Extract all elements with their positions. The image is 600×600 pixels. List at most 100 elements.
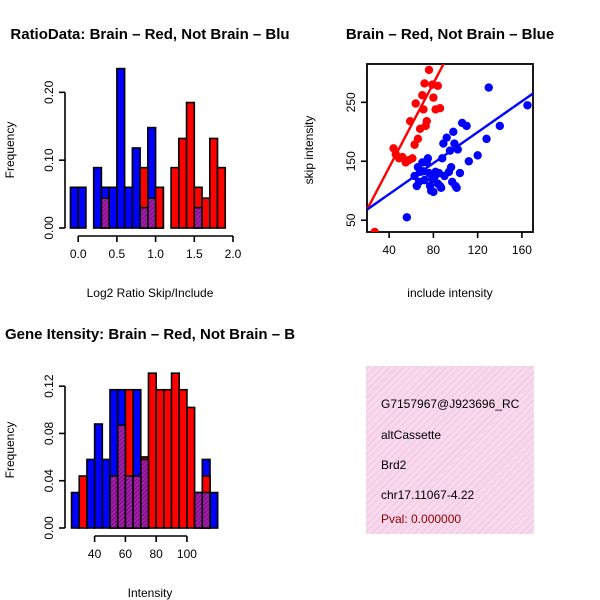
scatter-point-brain (435, 104, 445, 113)
ratio-histogram-x-tick-label: 0.5 (109, 247, 126, 261)
scatter-y-tick-label: 50 (344, 213, 358, 227)
scatter-point-not-brain (449, 127, 458, 136)
intensity-histogram-ylabel: Frequency (3, 422, 17, 479)
info-pval: Pval: 0.000000 (381, 512, 461, 526)
scatter-point-brain (420, 79, 429, 88)
ratio-histogram-bar-brain-4 (185, 101, 196, 229)
ratio-histogram-y-tick-label: 0.00 (42, 216, 56, 240)
ratio-histogram-bar-brain-1 (154, 186, 165, 229)
ratio-histogram-bar-overlap-1 (139, 206, 149, 229)
intensity-histogram-bar-not-brain-10 (209, 491, 219, 529)
ratio-histogram-bar-overlap-2 (147, 197, 157, 229)
scatter-point-brain (433, 81, 443, 91)
intensity-histogram: Gene Itensity: Brain – Red, Not Brain – … (3, 326, 295, 600)
scatter-point-brain (429, 93, 438, 102)
intensity-histogram-bar-brain-3 (147, 372, 157, 529)
scatter-point-brain (424, 65, 434, 75)
scatter-x-tick-label: 120 (468, 243, 488, 257)
scatter-point-not-brain (442, 133, 451, 142)
intensity-histogram-x-tick-label: 40 (88, 547, 102, 561)
ratio-histogram-bar-not-brain-5 (116, 67, 126, 229)
ratio-histogram-y-tick-label: 0.10 (42, 148, 56, 172)
scatter-point-brain (411, 99, 420, 108)
info-location: chr17.11067-4.22 (381, 488, 475, 502)
intensity-histogram-bar-overlap-2 (124, 475, 134, 529)
intensity-histogram-y-tick-label: 0.00 (42, 516, 56, 540)
scatter-point-brain (418, 91, 427, 100)
scatter-point-not-brain (455, 168, 465, 178)
scatter-plot-box (366, 63, 534, 233)
ratio-histogram-bar-brain-3 (178, 137, 188, 229)
intensity-histogram-x-tick-label: 60 (119, 547, 133, 561)
scatter-fit-line-brain (367, 64, 445, 211)
ratio-histogram-bar-overlap-3 (193, 206, 203, 229)
ratio-histogram-x-tick-label: 2.0 (225, 247, 242, 261)
intensity-histogram-bar-overlap-6 (201, 491, 211, 529)
ratio-histogram-xlabel: Log2 Ratio Skip/Include (87, 286, 214, 300)
ratio-histogram-bar-not-brain-0 (69, 186, 79, 229)
ratio-histogram-bar-not-brain-2 (92, 166, 103, 229)
scatter-point-not-brain (402, 213, 412, 222)
intensity-histogram-x-tick-label: 100 (177, 547, 197, 561)
scatter-y-tick-label: 250 (344, 92, 358, 112)
ratio-histogram-bar-not-brain-6 (123, 186, 134, 229)
info-panel: G7157967@J923696_RC altCassette Brd2 chr… (366, 366, 534, 534)
ratio-histogram-x-tick-label: 1.5 (186, 247, 203, 261)
scatter-fit-line-not-brain (367, 92, 533, 211)
scatter-point-brain (370, 227, 379, 232)
ratio-histogram-bar-brain-7 (208, 137, 219, 229)
intensity-histogram-bar-overlap-3 (132, 475, 142, 529)
intensity-histogram-bar-not-brain-0 (70, 491, 81, 529)
ratio-histogram-bar-not-brain-7 (131, 147, 141, 229)
ratio-histogram-x-tick-label: 0.0 (70, 247, 87, 261)
intensity-histogram-bar-not-brain-3 (101, 458, 111, 529)
scatter-x-tick-label: 80 (427, 243, 441, 257)
scatter-point-brain (408, 154, 417, 163)
intensity-histogram-bar-overlap-0 (109, 475, 119, 529)
intensity-histogram-y-tick-label: 0.12 (42, 374, 56, 398)
info-panel-background (366, 366, 534, 534)
scatter-plot-area (367, 64, 533, 232)
intensity-histogram-x-tick-label: 80 (149, 547, 163, 561)
ratio-histogram-bar-brain-6 (201, 197, 211, 229)
ratio-histogram-title: RatioData: Brain – Red, Not Brain – Blu (10, 26, 289, 43)
scatter-point-not-brain (446, 162, 456, 172)
scatter-point-not-brain (429, 187, 438, 197)
scatter-xlabel: include intensity (407, 286, 492, 300)
scatter-point-not-brain (464, 157, 474, 166)
scatter-x-tick-label: 160 (512, 243, 532, 257)
intensity-histogram-bar-not-brain-2 (93, 423, 104, 529)
scatter-point-not-brain (473, 151, 482, 160)
intensity-histogram-bar-overlap-1 (116, 424, 127, 529)
ratio-histogram-bar-not-brain-1 (77, 186, 87, 229)
intensity-histogram-bar-overlap-4 (139, 458, 150, 529)
scatter-point-not-brain (484, 83, 493, 92)
intensity-histogram-bar-brain-4 (155, 388, 165, 529)
intensity-histogram-bar-not-brain-1 (86, 458, 96, 529)
scatter-point-not-brain (420, 175, 429, 185)
ratio-histogram-y-tick-label: 0.20 (42, 80, 56, 104)
info-event-type: altCassette (381, 428, 441, 442)
scatter-y-tick-label: 150 (344, 151, 358, 171)
ratio-histogram-bar-brain-8 (216, 166, 227, 229)
scatter-ylabel: skip intensity (302, 116, 316, 185)
scatter-point-not-brain (462, 121, 471, 131)
intensity-histogram-bar-brain-0 (78, 475, 88, 529)
scatter-point-not-brain (452, 183, 461, 192)
scatter-point-brain (413, 134, 423, 144)
intensity-histogram-y-tick-label: 0.08 (42, 421, 56, 445)
intensity-histogram-y-tick-label: 0.04 (42, 469, 56, 493)
info-gene: Brd2 (381, 458, 407, 472)
scatter-point-brain (422, 116, 431, 126)
intensity-histogram-bar-brain-5 (163, 388, 173, 529)
intensity-histogram-bar-overlap-5 (193, 491, 204, 529)
ratio-histogram-ylabel: Frequency (3, 122, 17, 179)
ratio-histogram-bar-brain-2 (170, 166, 180, 229)
intensity-histogram-title: Gene Itensity: Brain – Red, Not Brain – … (5, 326, 295, 343)
intensity-histogram-xlabel: Intensity (128, 586, 173, 600)
scatter-point-not-brain (495, 121, 504, 131)
scatter-point-not-brain (423, 154, 433, 163)
intensity-histogram-bar-brain-6 (170, 372, 181, 529)
scatter-title: Brain – Red, Not Brain – Blue (346, 26, 554, 43)
